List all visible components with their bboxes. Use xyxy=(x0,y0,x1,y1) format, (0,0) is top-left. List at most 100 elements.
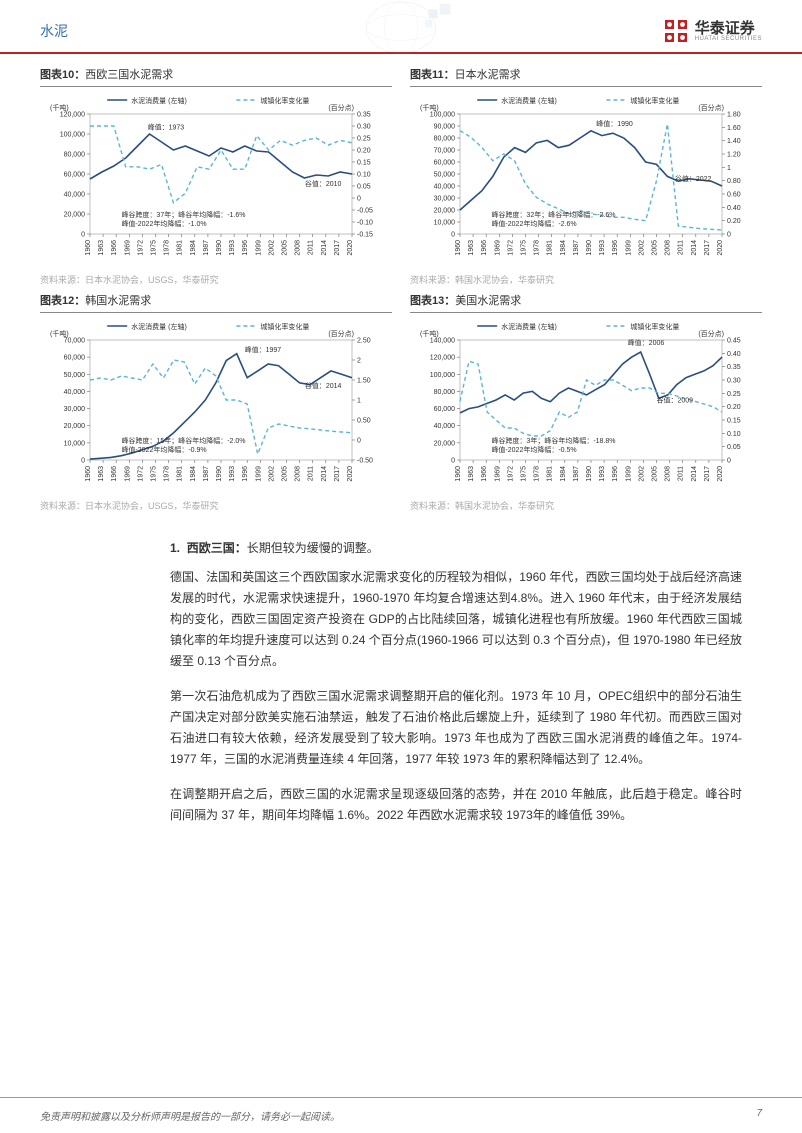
svg-text:1.20: 1.20 xyxy=(727,152,741,159)
svg-text:2020: 2020 xyxy=(717,466,724,482)
svg-text:0.05: 0.05 xyxy=(357,184,371,191)
svg-text:峰值-2022年均降幅：-0.9%: 峰值-2022年均降幅：-0.9% xyxy=(121,445,206,454)
svg-text:0: 0 xyxy=(451,458,455,465)
svg-text:20,000: 20,000 xyxy=(64,212,86,219)
page-footer: 免责声明和披露以及分析师声明是报告的一部分，请务必一起阅读。 7 xyxy=(0,1097,802,1133)
svg-text:2002: 2002 xyxy=(638,240,645,256)
brand-name-en: HUATAI SECURITIES xyxy=(695,36,762,42)
svg-text:峰谷跨度：3年；峰谷年均降幅：-18.8%: 峰谷跨度：3年；峰谷年均降幅：-18.8% xyxy=(491,436,615,445)
svg-text:2014: 2014 xyxy=(321,466,328,482)
chart-source: 资料来源：韩国水泥协会，华泰研究 xyxy=(410,496,762,512)
svg-text:0: 0 xyxy=(357,196,361,203)
svg-text:120,000: 120,000 xyxy=(60,112,85,119)
svg-text:1987: 1987 xyxy=(573,240,580,256)
chart12-cell: 图表12：韩国水泥需求水泥消费量 (左轴)城镇化率变化量(千吨)(百分点)010… xyxy=(40,290,392,512)
svg-text:1969: 1969 xyxy=(124,240,131,256)
svg-text:10,000: 10,000 xyxy=(64,440,86,447)
svg-text:1984: 1984 xyxy=(190,466,197,482)
svg-text:水泥消费量 (左轴): 水泥消费量 (左轴) xyxy=(131,96,187,105)
chart-caption: 图表13：美国水泥需求 xyxy=(410,290,762,313)
body-text-block: 1. 西欧三国：长期但较为缓慢的调整。 德国、法国和英国这三个西欧国家水泥需求变… xyxy=(0,516,802,850)
svg-text:1: 1 xyxy=(357,398,361,405)
svg-text:60,000: 60,000 xyxy=(64,355,86,362)
svg-text:1: 1 xyxy=(727,165,731,172)
svg-text:2014: 2014 xyxy=(691,240,698,256)
svg-text:-0.10: -0.10 xyxy=(357,220,373,227)
svg-text:1996: 1996 xyxy=(612,240,619,256)
chart10-cell: 图表10：西欧三国水泥需求水泥消费量 (左轴)城镇化率变化量(千吨)(百分点)0… xyxy=(40,64,392,286)
svg-text:2020: 2020 xyxy=(717,240,724,256)
svg-text:谷值：2022: 谷值：2022 xyxy=(675,174,712,183)
svg-text:1996: 1996 xyxy=(242,466,249,482)
charts-grid: 图表10：西欧三国水泥需求水泥消费量 (左轴)城镇化率变化量(千吨)(百分点)0… xyxy=(0,54,802,516)
svg-text:1978: 1978 xyxy=(164,240,171,256)
svg-text:1966: 1966 xyxy=(111,240,118,256)
svg-text:1969: 1969 xyxy=(494,240,501,256)
svg-text:1960: 1960 xyxy=(85,466,92,482)
svg-text:2011: 2011 xyxy=(308,240,315,255)
svg-text:2008: 2008 xyxy=(295,466,302,482)
svg-text:0.30: 0.30 xyxy=(357,124,371,131)
svg-text:1969: 1969 xyxy=(494,466,501,482)
svg-text:1999: 1999 xyxy=(255,466,262,482)
svg-text:1.50: 1.50 xyxy=(357,378,371,385)
svg-text:2017: 2017 xyxy=(334,240,341,256)
svg-text:1999: 1999 xyxy=(255,240,262,256)
svg-text:100,000: 100,000 xyxy=(430,112,455,119)
svg-text:100,000: 100,000 xyxy=(60,132,85,139)
svg-text:2017: 2017 xyxy=(334,466,341,482)
svg-text:水泥消费量 (左轴): 水泥消费量 (左轴) xyxy=(501,322,557,331)
svg-text:(百分点): (百分点) xyxy=(328,103,354,112)
chart13-cell: 图表13：美国水泥需求水泥消费量 (左轴)城镇化率变化量(千吨)(百分点)020… xyxy=(410,290,762,512)
section-title-rest: 长期但较为缓慢的调整。 xyxy=(247,541,379,555)
svg-text:0.60: 0.60 xyxy=(727,192,741,199)
svg-text:0.35: 0.35 xyxy=(727,364,741,371)
section-title-bold: 西欧三国： xyxy=(187,541,247,555)
svg-text:0: 0 xyxy=(81,232,85,239)
svg-text:1.80: 1.80 xyxy=(727,112,741,119)
svg-text:1972: 1972 xyxy=(137,466,144,482)
svg-text:1990: 1990 xyxy=(216,466,223,482)
header-globe-graphic xyxy=(301,0,501,55)
svg-text:城镇化率变化量: 城镇化率变化量 xyxy=(260,322,309,331)
section-heading: 1. 西欧三国：长期但较为缓慢的调整。 xyxy=(170,538,742,559)
svg-text:0.80: 0.80 xyxy=(727,178,741,185)
svg-text:0: 0 xyxy=(451,232,455,239)
chart-caption: 图表12：韩国水泥需求 xyxy=(40,290,392,313)
svg-text:-0.05: -0.05 xyxy=(357,208,373,215)
svg-text:城镇化率变化量: 城镇化率变化量 xyxy=(630,322,679,331)
svg-text:80,000: 80,000 xyxy=(434,136,456,143)
svg-text:0.20: 0.20 xyxy=(727,218,741,225)
svg-text:城镇化率变化量: 城镇化率变化量 xyxy=(630,96,679,105)
svg-text:1990: 1990 xyxy=(216,240,223,256)
chart-plot: 水泥消费量 (左轴)城镇化率变化量(千吨)(百分点)010,00020,0003… xyxy=(40,316,392,496)
chart-source: 资料来源：日本水泥协会，USGS，华泰研究 xyxy=(40,496,392,512)
svg-text:70,000: 70,000 xyxy=(64,338,86,345)
svg-text:1.60: 1.60 xyxy=(727,125,741,132)
svg-text:10,000: 10,000 xyxy=(434,220,456,227)
svg-text:峰谷跨度：37年；峰谷年均降幅：-1.6%: 峰谷跨度：37年；峰谷年均降幅：-1.6% xyxy=(121,210,245,219)
svg-text:1966: 1966 xyxy=(481,240,488,256)
svg-text:1969: 1969 xyxy=(124,466,131,482)
svg-text:2011: 2011 xyxy=(678,240,685,255)
svg-text:1993: 1993 xyxy=(599,466,606,482)
svg-text:1960: 1960 xyxy=(455,240,462,256)
svg-text:40,000: 40,000 xyxy=(434,423,456,430)
svg-text:0.05: 0.05 xyxy=(727,444,741,451)
svg-text:2005: 2005 xyxy=(282,240,289,256)
svg-text:20,000: 20,000 xyxy=(434,208,456,215)
svg-text:40,000: 40,000 xyxy=(64,192,86,199)
chart-source: 资料来源：日本水泥协会，USGS，华泰研究 xyxy=(40,270,392,286)
svg-text:1984: 1984 xyxy=(560,466,567,482)
svg-text:1963: 1963 xyxy=(98,240,105,256)
svg-text:谷值：2010: 谷值：2010 xyxy=(305,179,342,188)
svg-text:1960: 1960 xyxy=(455,466,462,482)
paragraph-3: 在调整期开启之后，西欧三国的水泥需求呈现逐级回落的态势，并在 2010 年触底，… xyxy=(170,784,742,826)
svg-text:2008: 2008 xyxy=(665,240,672,256)
svg-text:水泥消费量 (左轴): 水泥消费量 (左轴) xyxy=(131,322,187,331)
svg-text:1960: 1960 xyxy=(85,240,92,256)
svg-text:2008: 2008 xyxy=(665,466,672,482)
svg-text:1981: 1981 xyxy=(547,466,554,482)
svg-text:2008: 2008 xyxy=(295,240,302,256)
svg-text:0.20: 0.20 xyxy=(727,404,741,411)
